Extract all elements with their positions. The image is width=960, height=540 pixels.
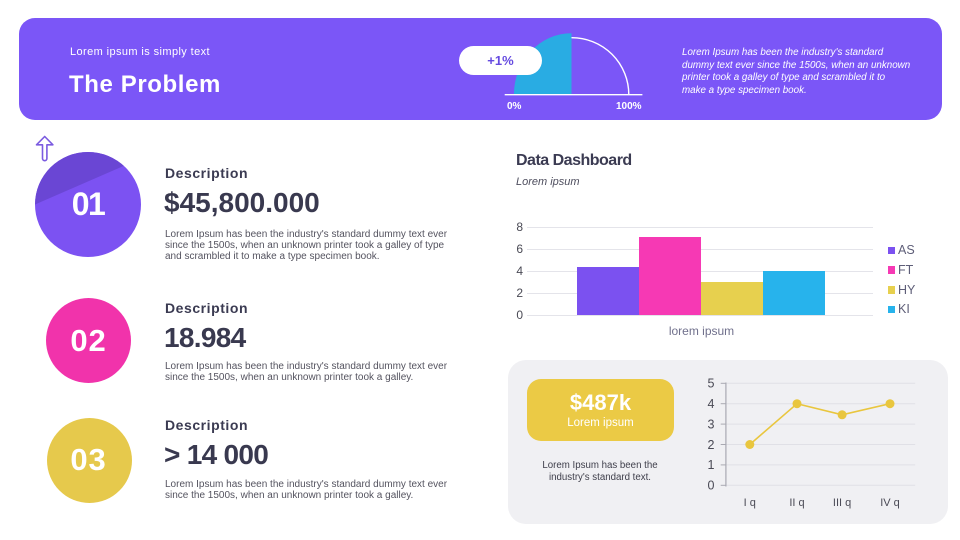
- svg-text:3: 3: [708, 417, 715, 431]
- svg-text:4: 4: [708, 397, 715, 411]
- svg-text:I q: I q: [744, 497, 756, 509]
- svg-text:2: 2: [708, 438, 715, 452]
- svg-text:II q: II q: [789, 497, 804, 509]
- svg-text:5: 5: [708, 377, 715, 391]
- svg-text:1: 1: [708, 458, 715, 472]
- svg-text:0%: 0%: [507, 101, 522, 112]
- svg-text:III q: III q: [833, 497, 851, 509]
- svg-text:100%: 100%: [616, 101, 642, 112]
- svg-text:0: 0: [708, 479, 715, 493]
- svg-text:IV q: IV q: [880, 497, 900, 509]
